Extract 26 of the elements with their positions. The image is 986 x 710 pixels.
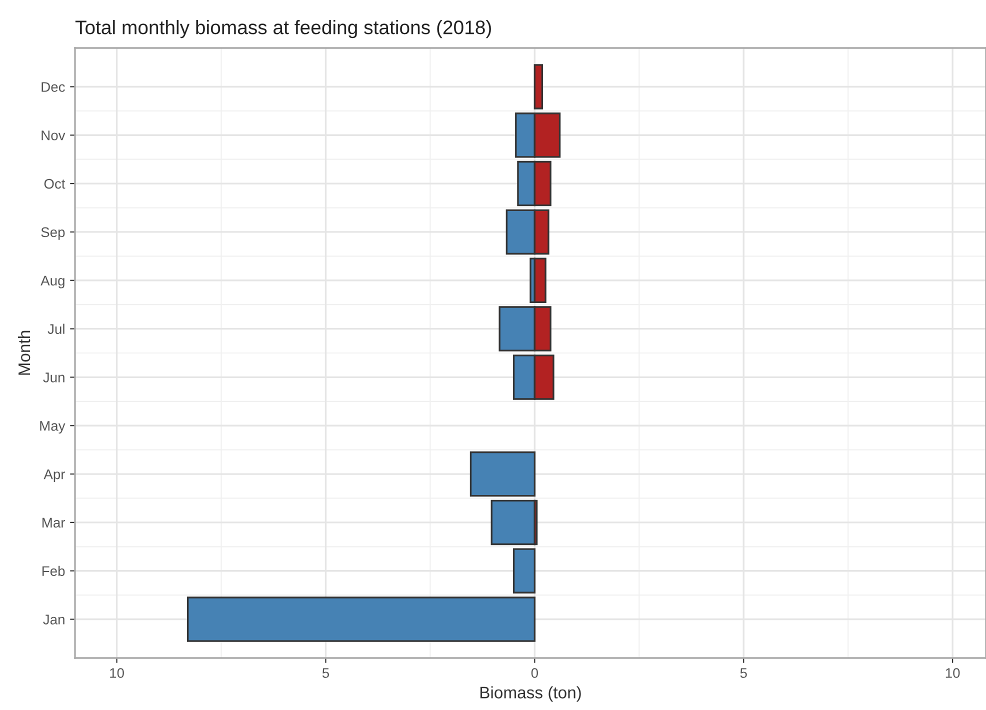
y-tick-label: Sep: [41, 227, 65, 240]
bar: [512, 548, 536, 594]
x-tick-label: 5: [322, 668, 330, 678]
x-tick-label: 10: [946, 668, 960, 678]
y-tick-label: Jun: [43, 372, 64, 382]
bar: [186, 596, 536, 642]
y-tick-label: Nov: [42, 130, 66, 140]
chart-title: Total monthly biomass at feeding stations (2018): [75, 20, 491, 38]
y-tick-label: Apr: [44, 470, 66, 482]
y-tick-label: Dec: [42, 82, 65, 92]
x-axis-title: Biomass (ton): [480, 686, 581, 702]
x-tick-label: 10: [110, 668, 124, 678]
x-tick-label: 0: [531, 668, 538, 678]
y-tick-label: Mar: [42, 518, 66, 528]
x-tick-label: 5: [740, 668, 747, 678]
y-tick-label: Feb: [42, 566, 65, 576]
y-tick-label: Aug: [40, 276, 64, 288]
y-tick-label: May: [40, 421, 66, 434]
bar: [534, 64, 544, 110]
y-tick-label: Jul: [48, 324, 64, 334]
bar: [470, 451, 536, 497]
y-tick-label: Oct: [44, 178, 66, 189]
y-axis-title: Month: [18, 330, 30, 375]
bar: [534, 258, 546, 303]
bar: [490, 500, 536, 546]
y-tick-label: Jan: [43, 614, 64, 624]
